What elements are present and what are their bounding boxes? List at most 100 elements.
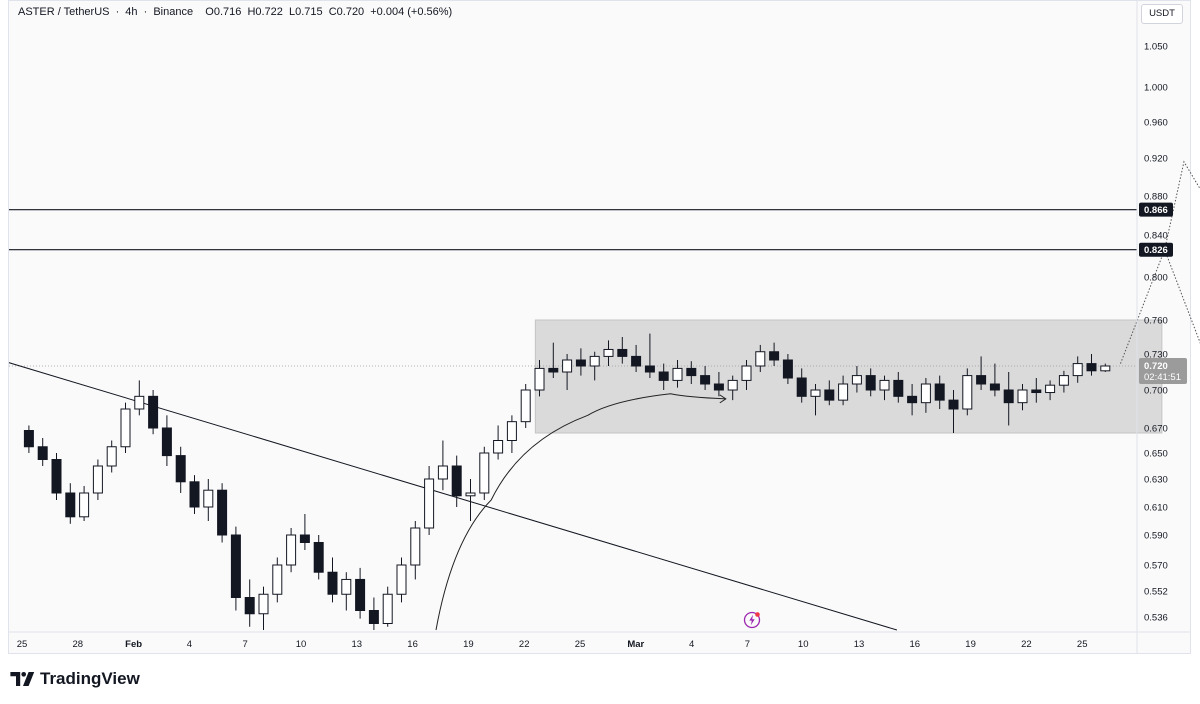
candle-up[interactable]: [603, 348, 614, 357]
candle-up[interactable]: [589, 355, 600, 367]
candle-down[interactable]: [907, 395, 918, 404]
candle-up[interactable]: [437, 465, 448, 480]
candle-up[interactable]: [286, 534, 297, 566]
candle-down[interactable]: [368, 610, 379, 624]
candle-down[interactable]: [893, 379, 904, 397]
candle-down[interactable]: [244, 597, 255, 615]
candle-up[interactable]: [424, 478, 435, 529]
candle-down[interactable]: [65, 492, 76, 518]
candle-up[interactable]: [672, 367, 683, 381]
candle-down[interactable]: [631, 355, 642, 367]
flash-icon[interactable]: [743, 611, 761, 629]
candle-up[interactable]: [92, 465, 103, 494]
candle-up[interactable]: [272, 564, 283, 595]
candle-down[interactable]: [976, 375, 987, 385]
brand-name: TradingView: [40, 669, 140, 688]
candle-up[interactable]: [1045, 384, 1056, 394]
symbol-name[interactable]: ASTER / TetherUS: [18, 6, 110, 18]
candle-down[interactable]: [148, 395, 159, 429]
candle-up[interactable]: [79, 492, 90, 518]
candle-down[interactable]: [782, 359, 793, 379]
price-tick-label: 0.610: [1144, 503, 1168, 514]
candle-down[interactable]: [824, 389, 835, 401]
candle-up[interactable]: [106, 446, 117, 467]
candle-up[interactable]: [851, 375, 862, 385]
candle-down[interactable]: [548, 367, 559, 373]
candle-up[interactable]: [520, 389, 531, 423]
price-tick-label: 0.630: [1144, 475, 1168, 486]
candle-down[interactable]: [575, 359, 586, 367]
candle-down[interactable]: [299, 534, 310, 543]
candle-down[interactable]: [865, 375, 876, 391]
price-tick-label: 0.880: [1144, 192, 1168, 203]
candle-up[interactable]: [410, 527, 421, 566]
candle-up[interactable]: [1058, 375, 1069, 386]
candle-up[interactable]: [396, 564, 407, 595]
candle-up[interactable]: [341, 578, 352, 595]
price-tick-label: 0.840: [1144, 231, 1168, 242]
price-tick-label: 0.800: [1144, 273, 1168, 284]
candle-down[interactable]: [355, 578, 366, 612]
candle-down[interactable]: [217, 489, 228, 536]
level-tag-1[interactable]: [1139, 202, 1173, 217]
current-price-tag[interactable]: [1139, 358, 1187, 384]
candle-up[interactable]: [562, 359, 573, 373]
candle-down[interactable]: [934, 383, 945, 401]
candle-up[interactable]: [465, 492, 476, 497]
candle-up[interactable]: [741, 365, 752, 381]
candle-down[interactable]: [713, 383, 724, 391]
candle-down[interactable]: [175, 455, 186, 483]
candle-up[interactable]: [120, 408, 131, 448]
candle-up[interactable]: [203, 489, 214, 508]
candle-up[interactable]: [1072, 363, 1083, 377]
candle-up[interactable]: [879, 379, 890, 391]
candle-down[interactable]: [1086, 363, 1097, 372]
candle-down[interactable]: [189, 481, 200, 508]
candle-up[interactable]: [382, 593, 393, 624]
candle-down[interactable]: [769, 351, 780, 361]
candle-up[interactable]: [920, 383, 931, 404]
candle-down[interactable]: [644, 365, 655, 373]
candle-down[interactable]: [658, 371, 669, 381]
level-tag-2[interactable]: [1139, 242, 1173, 257]
candle-up[interactable]: [962, 375, 973, 410]
candle-up[interactable]: [1100, 365, 1111, 372]
currency-button[interactable]: USDT: [1141, 4, 1183, 24]
projection-up-path[interactable]: [1120, 79, 1200, 364]
candle-up[interactable]: [838, 383, 849, 401]
time-tick-label: 13: [854, 639, 865, 650]
candle-down[interactable]: [1003, 389, 1014, 404]
candle-up[interactable]: [479, 452, 490, 494]
candle-down[interactable]: [51, 459, 62, 494]
price-tick-label: 0.700: [1144, 386, 1168, 397]
candle-up[interactable]: [134, 395, 145, 410]
candle-up[interactable]: [493, 440, 504, 454]
close-value: C0.720: [328, 6, 365, 18]
candle-down[interactable]: [686, 367, 697, 377]
curve-arrow[interactable]: [435, 393, 726, 631]
candle-down[interactable]: [313, 542, 324, 573]
candle-down[interactable]: [617, 348, 628, 357]
candle-up[interactable]: [506, 421, 517, 441]
candle-down[interactable]: [327, 571, 338, 595]
candle-down[interactable]: [700, 375, 711, 385]
tradingview-logo[interactable]: TradingView: [10, 669, 140, 689]
candle-up[interactable]: [534, 367, 545, 391]
candle-down[interactable]: [37, 446, 48, 460]
candle-down[interactable]: [796, 377, 807, 397]
range-box[interactable]: [534, 319, 1163, 434]
candle-up[interactable]: [1017, 389, 1028, 404]
candle-down[interactable]: [23, 430, 34, 448]
candle-down[interactable]: [948, 399, 959, 410]
candle-down[interactable]: [230, 534, 241, 598]
candle-up[interactable]: [810, 389, 821, 397]
candle-down[interactable]: [989, 383, 1000, 391]
candle-up[interactable]: [258, 593, 269, 615]
candle-down[interactable]: [161, 427, 172, 457]
candle-down[interactable]: [1031, 389, 1042, 394]
candle-up[interactable]: [727, 379, 738, 391]
candle-up[interactable]: [755, 351, 766, 367]
interval-label[interactable]: 4h: [125, 6, 138, 18]
candle-down[interactable]: [451, 465, 462, 497]
